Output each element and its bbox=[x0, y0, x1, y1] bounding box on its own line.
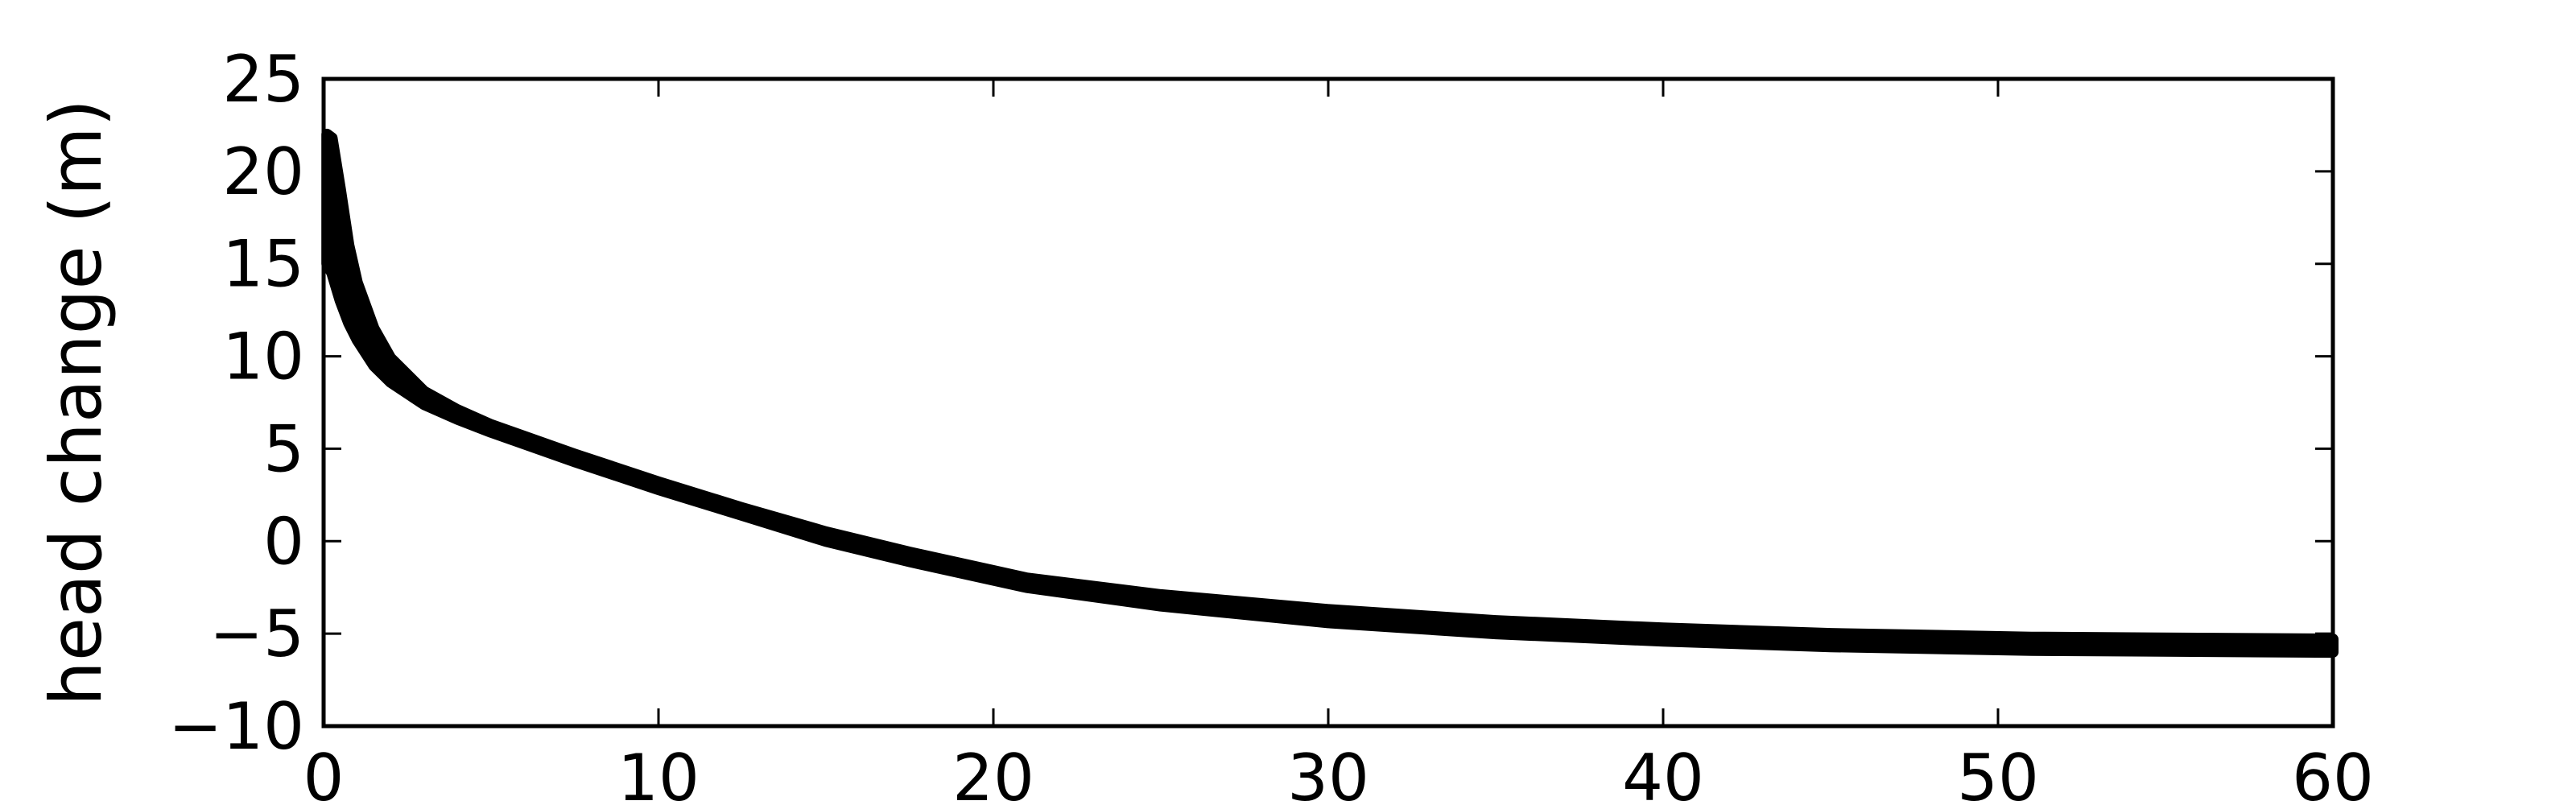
y-tick-label: −10 bbox=[168, 689, 304, 764]
plot-area bbox=[321, 128, 2339, 658]
x-tick-label: 40 bbox=[1622, 741, 1704, 805]
x-tick-label: 0 bbox=[303, 741, 345, 805]
y-axis: −10 −5 0 5 10 15 20 25 bbox=[168, 42, 2333, 764]
x-axis: 0 10 20 30 40 50 60 bbox=[303, 79, 2374, 805]
series-band-0 bbox=[321, 128, 2339, 658]
y-tick-label: 10 bbox=[222, 320, 304, 394]
y-tick-label: 5 bbox=[263, 411, 304, 486]
y-axis-label: head change (m) bbox=[35, 99, 118, 706]
plot-frame bbox=[321, 76, 2335, 729]
x-tick-label: 60 bbox=[2292, 741, 2374, 805]
x-tick-label: 20 bbox=[952, 741, 1034, 805]
y-tick-label: 20 bbox=[222, 134, 304, 209]
y-tick-label: 25 bbox=[222, 42, 304, 117]
y-tick-label: 0 bbox=[263, 504, 304, 579]
x-tick-label: 30 bbox=[1287, 741, 1369, 805]
x-tick-label: 10 bbox=[617, 741, 700, 805]
y-tick-label: 15 bbox=[222, 227, 304, 302]
x-tick-label: 50 bbox=[1957, 741, 2039, 805]
y-tick-label: −5 bbox=[209, 597, 304, 671]
